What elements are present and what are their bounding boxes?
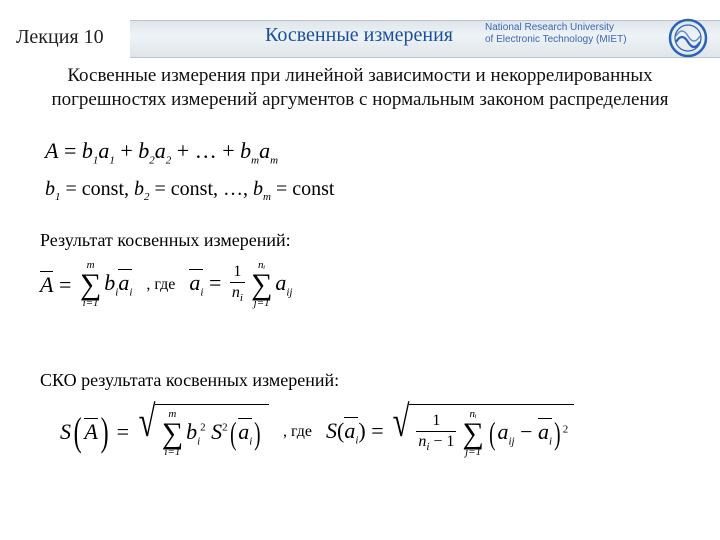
sko-result-formula: S ( A ) = √ m ∑ i=1 bi2 S2 ( ai ) bbox=[60, 404, 269, 460]
intro-text: Косвенные измерения при линейной зависим… bbox=[30, 64, 690, 112]
miet-logo-icon bbox=[668, 18, 708, 58]
result-mean-formula: A = m ∑ i=1 biai bbox=[40, 260, 132, 309]
university-line-1: National Research University bbox=[485, 22, 660, 34]
slide: Лекция 10 Косвенные измерения National R… bbox=[0, 0, 720, 540]
sum-lower: i=1 bbox=[83, 298, 99, 309]
where-label-1: , где bbox=[146, 276, 175, 294]
sko-label: СКО результата косвенных измерений: bbox=[40, 370, 339, 391]
sko-argument-formula: S(ai) = √ 1 ni − 1 nᵢ ∑ j=1 ( aij − ai bbox=[326, 404, 574, 460]
result-formula-row: A = m ∑ i=1 biai , где ai = 1 ni nᵢ ∑ j=… bbox=[40, 260, 292, 309]
lecture-label: Лекция 10 bbox=[16, 26, 104, 49]
university-line-2: of Electronic Technology (MIET) bbox=[485, 34, 660, 46]
sko-sum-lower-2: j=1 bbox=[465, 447, 481, 458]
argument-mean-formula: ai = 1 ni nᵢ ∑ j=1 aij bbox=[189, 260, 292, 309]
where-label-2: , где bbox=[283, 423, 312, 441]
university-name: National Research University of Electron… bbox=[485, 22, 660, 46]
result-label: Результат косвенных измерений: bbox=[40, 230, 291, 251]
topic-title: Косвенные измерения bbox=[265, 24, 453, 47]
linear-model-formula: A = b1a1 + b2a2 + … + bmam bbox=[45, 138, 278, 166]
sum-lower-2: j=1 bbox=[254, 298, 270, 309]
const-formula: b1 = const, b2 = const, …, bm = const bbox=[45, 178, 334, 203]
sko-sum-lower: i=1 bbox=[164, 447, 180, 458]
sko-formula-row: S ( A ) = √ m ∑ i=1 bi2 S2 ( ai ) bbox=[60, 404, 574, 460]
